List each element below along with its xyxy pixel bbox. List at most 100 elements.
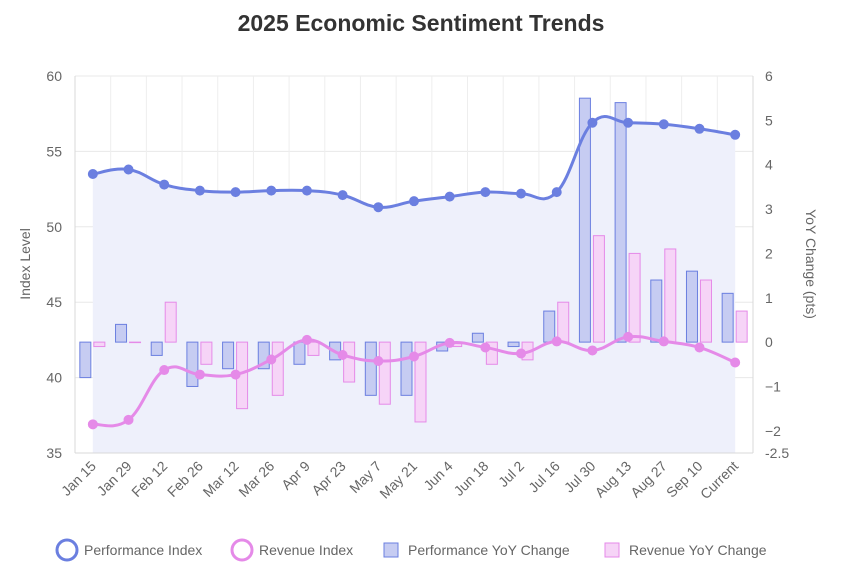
x-tick-label: Apr 23 (308, 458, 349, 499)
performance-yoy-bar (471, 332, 484, 343)
y-right-tick-label: 4 (765, 157, 773, 173)
performance-index-point (694, 123, 705, 134)
legend-performance-index-label: Performance Index (84, 542, 202, 558)
performance-index-point (337, 190, 348, 201)
y-left-tick-label: 50 (46, 219, 62, 235)
revenue-index-point (409, 351, 419, 362)
performance-index-point (373, 202, 384, 213)
performance-yoy-bar (578, 97, 591, 343)
performance-yoy-bar (721, 292, 734, 343)
performance-index-point (87, 169, 98, 180)
performance-index-point (587, 117, 598, 128)
performance-yoy-bar (115, 323, 128, 343)
performance-index-point (730, 129, 741, 140)
revenue-yoy-bar (93, 341, 106, 348)
revenue-index-point (373, 356, 384, 367)
revenue-index-point (516, 348, 527, 359)
legend-revenue-yoy-swatch (604, 542, 620, 558)
revenue-index-point (658, 336, 669, 347)
y-left-tick-label: 40 (46, 370, 62, 386)
performance-yoy-bar (685, 270, 698, 343)
performance-index-point (194, 185, 205, 196)
y-right-tick-label: 0 (765, 334, 773, 350)
legend: Performance Index Revenue Index Performanc… (55, 538, 767, 562)
performance-index-point (658, 119, 669, 130)
performance-index-point (123, 164, 134, 175)
revenue-index-point (87, 419, 98, 430)
legend-revenue-index-swatch (230, 538, 254, 562)
x-tick-label: Aug 13 (592, 458, 635, 501)
performance-index-point (409, 196, 419, 207)
revenue-yoy-bar (664, 248, 677, 343)
bars (79, 97, 748, 423)
revenue-index-point (444, 337, 455, 348)
revenue-index-point (159, 365, 170, 376)
performance-yoy-bar (650, 279, 663, 343)
revenue-yoy-bar (200, 341, 213, 365)
revenue-yoy-bar (699, 279, 712, 343)
x-tick-label: Jul 2 (495, 458, 527, 490)
revenue-index-point (301, 334, 312, 345)
revenue-index-point (551, 336, 562, 347)
performance-yoy-bar (614, 102, 627, 343)
revenue-yoy-bar (307, 341, 320, 356)
performance-index-point (301, 185, 312, 196)
revenue-index-point (587, 345, 598, 356)
performance-yoy-bar (186, 341, 199, 387)
revenue-index-point (623, 331, 634, 342)
y-right-tick-label: -2.5 (765, 445, 789, 461)
revenue-yoy-bar (414, 341, 427, 423)
x-tick-label: Aug 27 (627, 458, 670, 501)
legend-revenue-index-label: Revenue Index (259, 542, 353, 558)
revenue-index-point (480, 342, 491, 353)
x-tick-label: Mar 12 (200, 458, 242, 500)
chart-title: 2025 Economic Sentiment Trends (238, 10, 605, 36)
performance-yoy-bar (364, 341, 377, 396)
revenue-yoy-bar (164, 301, 177, 343)
revenue-yoy-bar (628, 252, 641, 343)
x-tick-label: Current (697, 458, 741, 502)
performance-yoy-bar (293, 341, 306, 365)
y-left-axis-label: Index Level (17, 228, 33, 300)
legend-performance-yoy-swatch (383, 542, 399, 558)
revenue-yoy-bar (592, 235, 605, 343)
revenue-yoy-bar (557, 301, 570, 343)
performance-index-point (266, 185, 277, 196)
performance-yoy-bar (150, 341, 163, 356)
y-right-tick-label: 3 (765, 201, 773, 217)
performance-yoy-bar (507, 341, 520, 348)
revenue-yoy-bar (129, 341, 142, 344)
revenue-index-point (230, 369, 241, 380)
x-tick-label: Mar 26 (235, 458, 277, 500)
performance-index-point (230, 187, 241, 198)
revenue-index-point (694, 342, 705, 353)
y-right-axis-label: YoY Change (pts) (803, 209, 819, 319)
performance-yoy-bar (543, 310, 556, 343)
performance-index-point (444, 191, 455, 202)
revenue-index-point (194, 369, 205, 380)
x-tick-label: Feb 26 (164, 458, 206, 500)
y-right-tick-label: 1 (765, 290, 773, 306)
y-right-tick-label: 5 (765, 112, 773, 128)
y-right-tick-label: −2 (765, 423, 781, 439)
performance-yoy-bar (400, 341, 413, 396)
legend-revenue-yoy-label: Revenue YoY Change (629, 542, 767, 558)
revenue-yoy-bar (735, 310, 748, 343)
x-tick-label: Feb 12 (128, 458, 170, 500)
performance-index-point (480, 187, 491, 198)
revenue-index-point (266, 354, 277, 365)
lines (87, 115, 741, 430)
revenue-index-point (730, 357, 741, 368)
performance-yoy-bar (79, 341, 92, 379)
revenue-index-point (123, 414, 134, 425)
legend-performance-index-swatch (55, 538, 79, 562)
x-tick-label: Jan 15 (58, 458, 99, 499)
performance-index-point (551, 187, 562, 198)
revenue-yoy-bar (343, 341, 356, 383)
x-tick-label: Jul 16 (525, 458, 563, 496)
y-left-tick-label: 35 (46, 445, 62, 461)
revenue-yoy-bar (485, 341, 498, 365)
x-tick-label: Jun 18 (450, 458, 491, 499)
revenue-index-point (337, 349, 348, 360)
